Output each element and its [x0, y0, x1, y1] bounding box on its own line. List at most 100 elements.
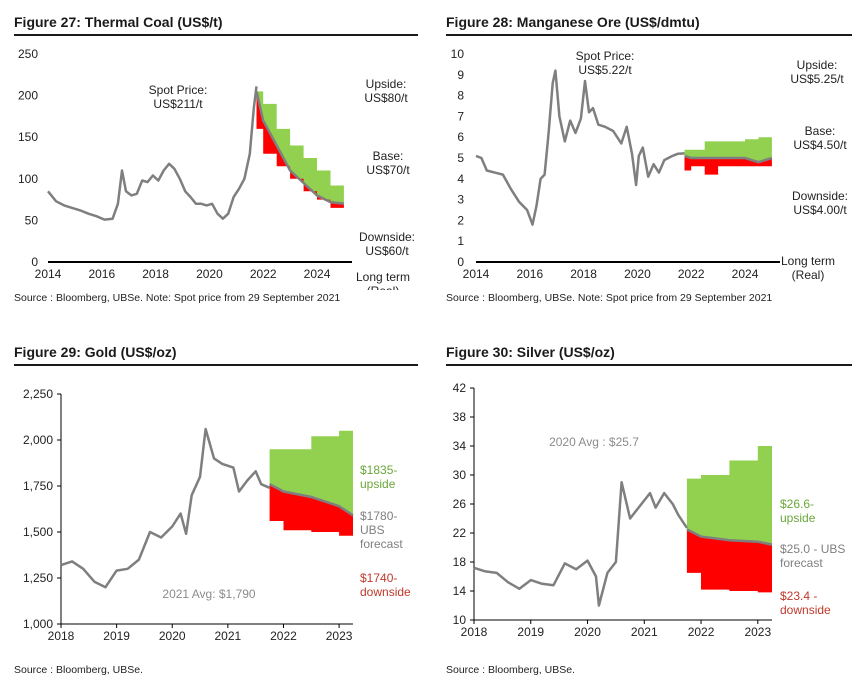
- downside-band: [256, 91, 344, 213]
- y-tick-label: 2,250: [23, 387, 53, 401]
- y-tick-label: 4: [457, 172, 464, 186]
- y-tick-label: 2: [457, 213, 464, 227]
- chart-title: Figure 28: Manganese Ore (US$/dmtu): [446, 14, 700, 30]
- chart-panel-silver: Figure 30: Silver (US$/oz) 10 14 18 22 26 30 3…: [446, 344, 862, 680]
- x-tick-label: 2020: [196, 267, 223, 281]
- y-tick-label: 38: [453, 410, 467, 424]
- y-tick-label: 0: [457, 255, 464, 269]
- x-tick-label: 2022: [678, 267, 705, 281]
- annotation-longterm-line: (Real): [367, 284, 400, 290]
- annotation-base-line: US$4.50/t: [793, 138, 847, 152]
- y-tick-label: 50: [25, 213, 39, 227]
- annotation-longterm-line: (Real): [792, 268, 825, 282]
- chart-title: Figure 30: Silver (US$/oz): [446, 344, 615, 360]
- annotation-spot-line: Spot Price:: [149, 83, 208, 97]
- annotation-downside-line: downside: [360, 585, 411, 599]
- chart-source: Source : Bloomberg, UBSe.: [14, 664, 143, 676]
- spot-price-line: [47, 86, 258, 221]
- annotation-upside-line: upside: [360, 477, 396, 491]
- title-underline: [446, 364, 852, 366]
- x-tick-label: 2021: [215, 629, 242, 643]
- y-tick-label: 14: [453, 584, 467, 598]
- annotation-base-line: forecast: [360, 537, 403, 551]
- y-tick-label: 34: [453, 439, 467, 453]
- y-tick-label: 26: [453, 497, 467, 511]
- annotation-downside: $23.4 -downside: [780, 589, 831, 617]
- chart-title: Figure 29: Gold (US$/oz): [14, 344, 177, 360]
- x-tick-label: 2020: [574, 625, 601, 639]
- y-tick-label: 7: [457, 109, 464, 123]
- title-underline: [446, 34, 852, 36]
- y-tick-label: 30: [453, 468, 467, 482]
- annotation-downside-line: $1740-: [360, 571, 397, 585]
- chart-svg: 10 14 18 22 26 30 34 38 42 2018 2019 2020 2021 2022 20…: [453, 381, 846, 639]
- annotation-upside-line: Upside:: [797, 58, 838, 72]
- chart-panel-thermal-coal: Figure 27: Thermal Coal (US$/t) 0 50 100 15…: [14, 14, 428, 314]
- x-tick-label: 2019: [103, 629, 130, 643]
- annotation-base: Base: US$70/t: [366, 149, 410, 177]
- x-tick-label: 2022: [270, 629, 297, 643]
- annotation-upside: Upside: US$80/t: [364, 77, 408, 105]
- x-tick-label: 2020: [624, 267, 651, 281]
- x-tick-label: 2022: [250, 267, 277, 281]
- x-tick-label: 2020: [159, 629, 186, 643]
- annotation-base-line: forecast: [780, 556, 823, 570]
- annotation-base-line: $1780-: [360, 509, 397, 523]
- x-tick-label: 2014: [35, 267, 62, 281]
- y-tick-label: 10: [451, 47, 465, 61]
- x-tick-label: 2023: [744, 625, 771, 639]
- annotation-spot-line: US$5.22/t: [578, 63, 632, 77]
- chart-source: Source : Bloomberg, UBSe.: [446, 664, 575, 676]
- x-tick-label: 2018: [48, 629, 75, 643]
- annotation-downside-line: Downside:: [792, 189, 848, 203]
- x-tick-label: 2018: [461, 625, 488, 639]
- annotation-downside: $1740-downside: [360, 571, 411, 599]
- annotation-base-line: $25.0 - UBS: [780, 542, 845, 556]
- y-tick-label: 1,250: [23, 571, 53, 585]
- annotation-avg: 2020 Avg : $25.7: [549, 435, 639, 449]
- spot-price-line: [473, 481, 688, 607]
- chart-svg: 0 1 2 3 4 5 6 7 8 9 10 2014 2016 2018 2020 2022 2024 Spot…: [451, 47, 848, 282]
- downside-band: [269, 484, 353, 542]
- annotation-downside: Downside: US$4.00/t: [792, 189, 848, 217]
- annotation-upside: Upside: US$5.25/t: [790, 58, 844, 86]
- annotation-base-line: US$70/t: [366, 163, 410, 177]
- annotation-base-line: Base:: [373, 149, 404, 163]
- upside-band: [684, 137, 772, 163]
- base-forecast-line: [255, 91, 345, 206]
- annotation-avg: 2021 Avg: $1,790: [162, 587, 256, 601]
- annotation-base-line: UBS: [360, 523, 385, 537]
- chart-source: Source : Bloomberg, UBSe. Note: Spot pri…: [446, 292, 773, 304]
- y-tick-label: 150: [18, 130, 38, 144]
- x-tick-label: 2014: [463, 267, 490, 281]
- x-tick-label: 2016: [88, 267, 115, 281]
- y-tick-label: 5: [457, 151, 464, 165]
- annotation-upside-line: US$80/t: [364, 91, 408, 105]
- annotation-spot: Spot Price: US$211/t: [149, 83, 208, 111]
- x-tick-label: 2024: [732, 267, 759, 281]
- annotation-longterm-line: Long term: [781, 254, 835, 268]
- annotation-downside: Downside: US$60/t: [359, 230, 415, 258]
- annotation-downside-line: US$4.00/t: [793, 203, 847, 217]
- chart-title: Figure 27: Thermal Coal (US$/t): [14, 14, 223, 30]
- annotation-longterm: Long term(Real): [356, 270, 410, 290]
- annotation-base: Base: US$4.50/t: [793, 124, 847, 152]
- y-tick-label: 8: [457, 89, 464, 103]
- x-tick-label: 2018: [570, 267, 597, 281]
- y-tick-label: 1: [457, 234, 464, 248]
- title-underline: [14, 34, 418, 36]
- annotation-upside-line: US$5.25/t: [790, 72, 844, 86]
- annotation-upside: $1835-upside: [360, 463, 397, 491]
- x-tick-label: 2021: [631, 625, 658, 639]
- y-tick-label: 1,750: [23, 479, 53, 493]
- annotation-upside-line: $26.6-: [780, 497, 814, 511]
- y-tick-label: 1,500: [23, 525, 53, 539]
- annotation-avg-line: 2021 Avg: $1,790: [162, 587, 256, 601]
- x-tick-label: 2023: [326, 629, 353, 643]
- spot-price-line: [475, 69, 685, 226]
- annotation-base: $25.0 - UBS forecast: [780, 542, 845, 570]
- y-tick-label: 200: [18, 89, 38, 103]
- x-tick-label: 2019: [517, 625, 544, 639]
- chart-panel-manganese-ore: Figure 28: Manganese Ore (US$/dmtu) 0 1 2 3…: [446, 14, 862, 314]
- base-forecast-line: [269, 483, 354, 517]
